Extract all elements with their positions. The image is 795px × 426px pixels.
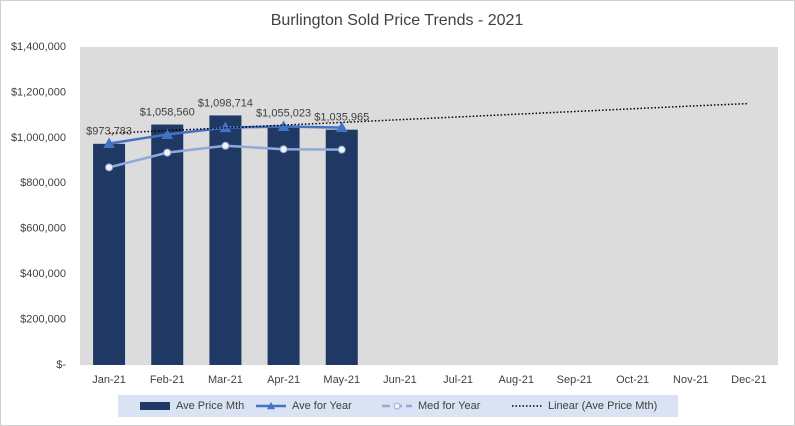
bar (151, 124, 184, 365)
x-tick-label: Feb-21 (150, 374, 185, 386)
legend-marker (393, 402, 401, 410)
marker (279, 145, 288, 154)
x-tick-label: Jul-21 (443, 374, 473, 386)
y-tick-label: $200,000 (20, 313, 66, 325)
legend-label: Ave Price Mth (176, 400, 244, 412)
legend-label: Ave for Year (292, 400, 352, 412)
marker (163, 148, 172, 157)
marker (103, 137, 115, 149)
chart-title: Burlington Sold Price Trends - 2021 (271, 12, 524, 29)
data-label: $1,098,714 (198, 97, 253, 109)
y-tick-label: $800,000 (20, 177, 66, 189)
marker (105, 163, 114, 172)
x-tick-label: Nov-21 (673, 374, 708, 386)
x-tick-label: Sep-21 (557, 374, 592, 386)
legend-label: Linear (Ave Price Mth) (548, 400, 657, 412)
legend-label: Med for Year (418, 400, 481, 412)
marker (335, 121, 348, 133)
plot-area (80, 47, 778, 365)
x-tick-label: Dec-21 (731, 374, 766, 386)
bar (267, 125, 300, 365)
bar (93, 143, 126, 365)
data-label: $1,055,023 (256, 107, 311, 119)
x-tick-label: Aug-21 (499, 374, 534, 386)
data-label: $973,783 (86, 126, 132, 138)
x-tick-label: Mar-21 (208, 374, 243, 386)
marker (221, 141, 230, 150)
y-tick-label: $1,400,000 (11, 41, 66, 53)
marker (337, 145, 346, 154)
x-tick-label: Apr-21 (267, 374, 300, 386)
legend-swatch (140, 402, 170, 410)
y-tick-label: $600,000 (20, 223, 66, 235)
y-tick-label: $1,000,000 (11, 132, 66, 144)
legend-marker (267, 402, 275, 410)
marker (161, 128, 174, 139)
data-label: $1,035,965 (314, 112, 369, 124)
bar (209, 115, 242, 365)
x-tick-label: Jan-21 (92, 374, 126, 386)
x-tick-label: Oct-21 (616, 374, 649, 386)
x-tick-label: May-21 (323, 374, 360, 386)
y-tick-label: $400,000 (20, 268, 66, 280)
x-tick-label: Jun-21 (383, 374, 417, 386)
bar (325, 129, 358, 365)
y-tick-label: $1,200,000 (11, 86, 66, 98)
y-tick-label: $- (56, 359, 66, 371)
data-label: $1,058,560 (140, 106, 195, 118)
